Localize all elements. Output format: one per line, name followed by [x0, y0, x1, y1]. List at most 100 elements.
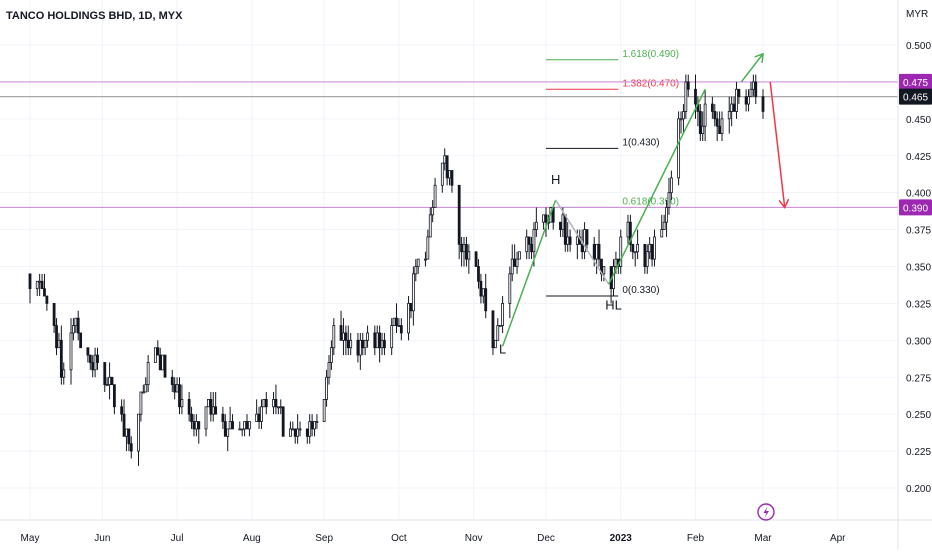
candle: [484, 273, 488, 319]
candle: [238, 421, 242, 431]
candle: [72, 318, 75, 341]
candle: [633, 251, 637, 267]
price-tag: 0.475: [899, 73, 932, 90]
candle-body-down: [76, 317, 80, 334]
candle-body-down: [91, 362, 95, 371]
candle-body-down: [209, 398, 213, 415]
candle: [243, 421, 246, 437]
candle-body-down: [643, 243, 647, 267]
drawings[interactable]: L H HL: [499, 54, 785, 357]
candle: [274, 384, 278, 415]
candle-body-up: [260, 406, 263, 422]
candle-body-down: [395, 317, 398, 326]
candle: [525, 229, 529, 260]
candle-body-down: [457, 184, 461, 245]
candle: [684, 74, 688, 119]
candle-body-up: [226, 428, 230, 437]
candle: [214, 392, 218, 415]
candle: [180, 384, 184, 415]
candle-body-down: [628, 221, 632, 245]
candle: [457, 184, 461, 260]
candle: [563, 214, 567, 252]
pattern-line[interactable]: [501, 199, 557, 347]
candle-body-down: [28, 273, 32, 290]
candle-body-up: [93, 354, 97, 371]
candle: [669, 170, 673, 201]
candle: [643, 243, 647, 274]
candle-body-down: [281, 406, 285, 437]
candle-body-down: [686, 81, 690, 90]
candle-body-up: [358, 339, 362, 356]
candle: [544, 207, 548, 237]
candle: [276, 406, 280, 415]
candle-body-up: [669, 177, 673, 194]
candle-body-up: [414, 266, 418, 275]
candle: [597, 229, 601, 267]
candle-body-down: [52, 303, 56, 326]
candle: [718, 111, 721, 135]
candle: [197, 421, 201, 444]
candle-body-up: [262, 398, 266, 408]
candle: [749, 81, 753, 98]
candle: [648, 236, 652, 260]
candle: [129, 436, 133, 459]
candle: [477, 259, 480, 289]
candle-body-up: [141, 391, 145, 394]
candle-body-down: [257, 413, 261, 422]
pattern-line[interactable]: [555, 199, 610, 285]
candle: [228, 406, 232, 430]
candle-body-down: [245, 421, 249, 430]
candle: [631, 243, 635, 260]
candle-body-up: [255, 413, 259, 422]
candle-body-up: [749, 88, 753, 98]
fib-retracement[interactable]: 1.618(0.490) 1.382(0.470) 1(0.430) 0.618(0.…: [545, 49, 679, 297]
candle: [192, 414, 196, 437]
candle-body-up: [380, 339, 384, 349]
pattern-line[interactable]: [608, 88, 706, 285]
candle: [662, 214, 666, 230]
x-tick-label: May: [21, 533, 40, 544]
candle-body-up: [720, 118, 724, 135]
candle-body-down: [559, 221, 562, 230]
candle-body-up: [481, 288, 485, 297]
candle-body-down: [344, 332, 348, 341]
candle: [223, 414, 227, 437]
candle: [221, 406, 225, 429]
candle: [508, 266, 512, 319]
x-tick-label: Dec: [537, 533, 555, 544]
candle: [339, 310, 343, 341]
candle: [356, 332, 360, 363]
candle: [416, 258, 420, 274]
candle: [559, 221, 562, 237]
candle: [460, 236, 464, 267]
candle-body-down: [274, 398, 278, 408]
candle-body-down: [585, 229, 589, 245]
candle: [291, 421, 295, 431]
candle: [211, 392, 215, 422]
candle: [344, 325, 348, 356]
candle-body-up: [583, 229, 586, 253]
candle: [660, 214, 664, 238]
projection-arrow[interactable]: [740, 54, 763, 83]
candle: [245, 414, 249, 430]
candle: [194, 414, 198, 437]
candle-body-up: [667, 192, 671, 208]
candle-body-up: [194, 421, 198, 430]
candle-body-down: [650, 243, 654, 260]
y-tick-label: 0.425: [906, 152, 931, 163]
candle: [513, 244, 517, 267]
projection-arrow[interactable]: [769, 81, 784, 208]
lightning-icon[interactable]: [757, 503, 775, 521]
candle-body-down: [88, 354, 92, 363]
candle-body-up: [228, 421, 232, 430]
candle-body-up: [532, 229, 536, 253]
candle-body-up: [684, 81, 688, 112]
candle-body-up: [329, 347, 333, 363]
chart-title: TANCO HOLDINGS BHD, 1D, MYX: [6, 10, 183, 22]
candle-body-up: [180, 398, 184, 408]
candle: [380, 332, 384, 356]
candle-body-up: [636, 243, 640, 253]
candle-body-down: [221, 413, 225, 422]
candle-body-down: [544, 214, 548, 223]
